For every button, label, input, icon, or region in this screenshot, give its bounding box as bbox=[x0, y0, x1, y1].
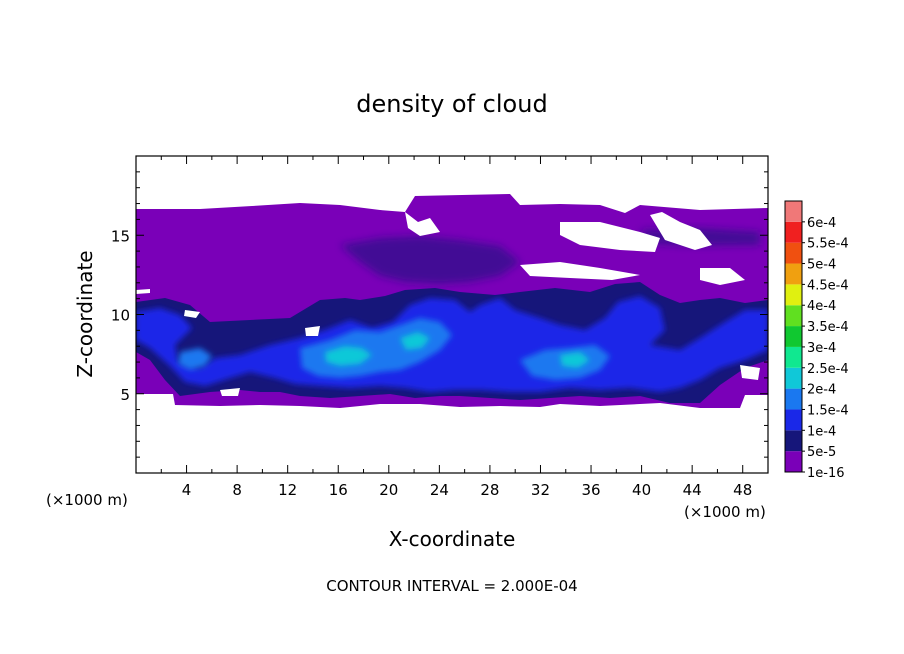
y-tick-label: 10 bbox=[111, 307, 130, 325]
colorbar-swatch bbox=[785, 326, 802, 347]
x-axis-label: X-coordinate bbox=[389, 527, 516, 551]
x-axis: 4 8 12 16 20 24 28 32 36 40 44 48 bbox=[160, 156, 752, 499]
colorbar-label: 5e-5 bbox=[807, 445, 836, 460]
colorbar-label: 5e-4 bbox=[807, 258, 836, 273]
colorbar-swatch bbox=[785, 388, 802, 410]
y-axis: 5 10 15 bbox=[111, 171, 768, 458]
x-tick-label: 12 bbox=[278, 481, 297, 499]
chart-title: density of cloud bbox=[356, 90, 547, 118]
y-axis-label: Z-coordinate bbox=[73, 250, 97, 377]
y-tick-label: 5 bbox=[120, 386, 130, 404]
level-4-region bbox=[325, 332, 590, 368]
colorbar-label: 2e-4 bbox=[807, 383, 836, 398]
x-tick-label: 36 bbox=[581, 481, 600, 499]
colorbar-label: 6e-4 bbox=[807, 216, 836, 231]
colorbar-label: 1e-16 bbox=[807, 466, 845, 481]
colorbar-swatch bbox=[785, 242, 802, 264]
clear-sky-gaps bbox=[136, 212, 760, 396]
x-tick-label: 44 bbox=[683, 481, 702, 499]
x-tick-label: 16 bbox=[329, 481, 348, 499]
contour-interval-note: CONTOUR INTERVAL = 2.000E-04 bbox=[326, 577, 577, 595]
x-tick-label: 20 bbox=[379, 481, 398, 499]
level-3-region bbox=[178, 318, 610, 380]
colorbar: 1e-16 5e-5 1e-4 1.5e-4 2e-4 2.5e-4 3e-4 3.5e-4 4… bbox=[784, 200, 849, 481]
x-tick-label: 28 bbox=[480, 481, 499, 499]
x-tick-label: 48 bbox=[733, 481, 752, 499]
colorbar-swatch bbox=[785, 409, 802, 431]
colorbar-swatch bbox=[785, 305, 802, 327]
colorbar-swatch bbox=[785, 451, 802, 472]
cloud-density-field bbox=[136, 194, 768, 408]
colorbar-swatch bbox=[785, 367, 802, 389]
x-tick-label: 24 bbox=[430, 481, 449, 499]
colorbar-label: 1.5e-4 bbox=[807, 403, 849, 418]
x-unit-right: (×1000 m) bbox=[684, 503, 766, 521]
colorbar-swatch bbox=[785, 201, 802, 222]
colorbar-swatch bbox=[785, 346, 802, 368]
x-tick-label: 8 bbox=[232, 481, 242, 499]
colorbar-label: 1e-4 bbox=[807, 424, 836, 439]
colorbar-frame bbox=[784, 200, 803, 473]
colorbar-swatch bbox=[785, 221, 802, 243]
x-unit-left: (×1000 m) bbox=[46, 491, 128, 509]
level-2-region bbox=[136, 296, 768, 392]
x-tick-label: 4 bbox=[182, 481, 192, 499]
colorbar-swatch bbox=[785, 263, 802, 285]
colorbar-swatch bbox=[785, 284, 802, 306]
colorbar-label: 4.5e-4 bbox=[807, 278, 849, 293]
x-tick-label: 32 bbox=[531, 481, 550, 499]
colorbar-label: 5.5e-4 bbox=[807, 237, 849, 252]
y-tick-label: 15 bbox=[111, 227, 130, 245]
colorbar-label: 3e-4 bbox=[807, 341, 836, 356]
colorbar-label: 3.5e-4 bbox=[807, 320, 849, 335]
x-tick-label: 40 bbox=[632, 481, 651, 499]
colorbar-swatch bbox=[785, 430, 802, 452]
colorbar-label: 2.5e-4 bbox=[807, 362, 849, 377]
colorbar-label: 4e-4 bbox=[807, 299, 836, 314]
